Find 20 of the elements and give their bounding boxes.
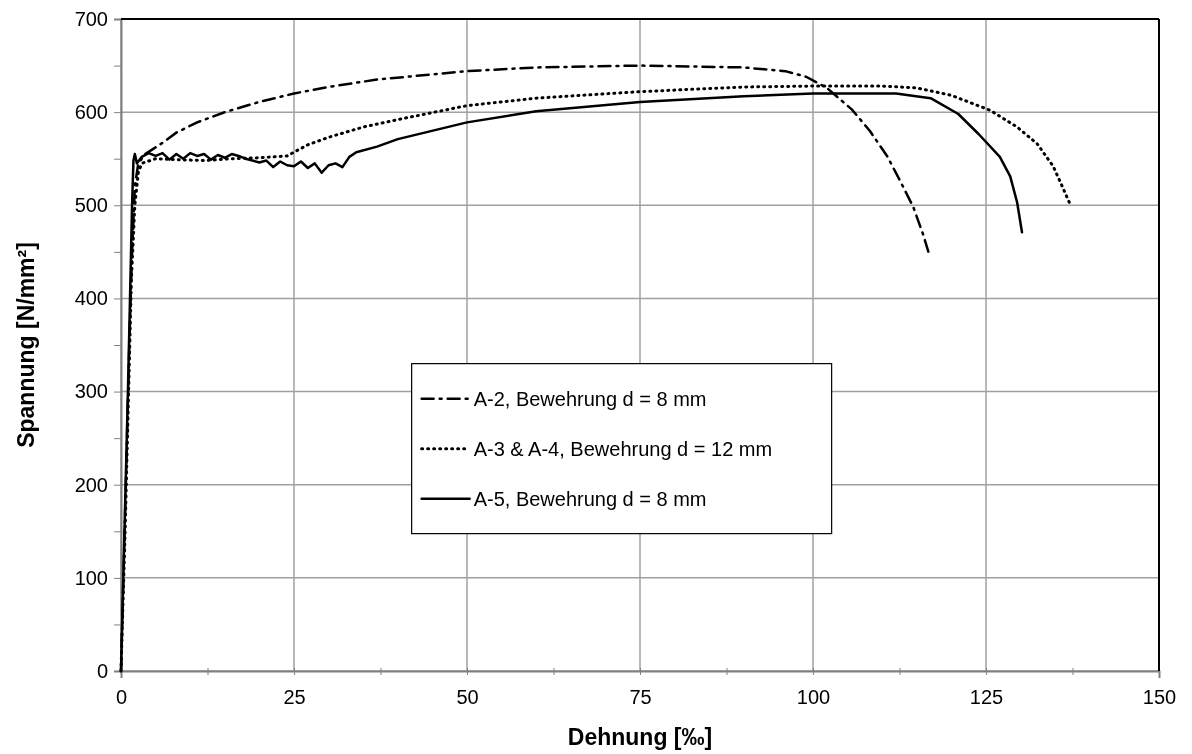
x-tick-label: 100 (796, 686, 831, 709)
y-tick-label: 0 (96, 659, 108, 682)
x-axis-title: Dehnung [‰] (567, 724, 713, 750)
y-tick-label: 600 (74, 101, 108, 124)
legend-label: A-5, Bewehrung d = 8 mm (473, 487, 707, 510)
y-tick-label: 500 (74, 194, 108, 217)
y-tick-label: 200 (74, 473, 108, 496)
legend-label: A-3 & A-4, Bewehrung d = 12 mm (473, 437, 773, 460)
x-tick-label: 25 (283, 686, 306, 709)
y-tick-label: 400 (74, 287, 108, 310)
x-tick-label: 0 (115, 686, 128, 709)
x-tick-label: 75 (629, 686, 652, 709)
y-tick-label: 100 (74, 566, 108, 589)
y-axis-title: Spannung [N/mm²] (13, 242, 39, 448)
x-tick-label: 125 (969, 686, 1004, 709)
y-tick-label: 700 (74, 7, 108, 30)
y-tick-label: 300 (74, 380, 108, 403)
x-tick-label: 50 (456, 686, 479, 709)
legend-label: A-2, Bewehrung d = 8 mm (473, 387, 707, 410)
x-tick-label: 150 (1142, 686, 1177, 709)
